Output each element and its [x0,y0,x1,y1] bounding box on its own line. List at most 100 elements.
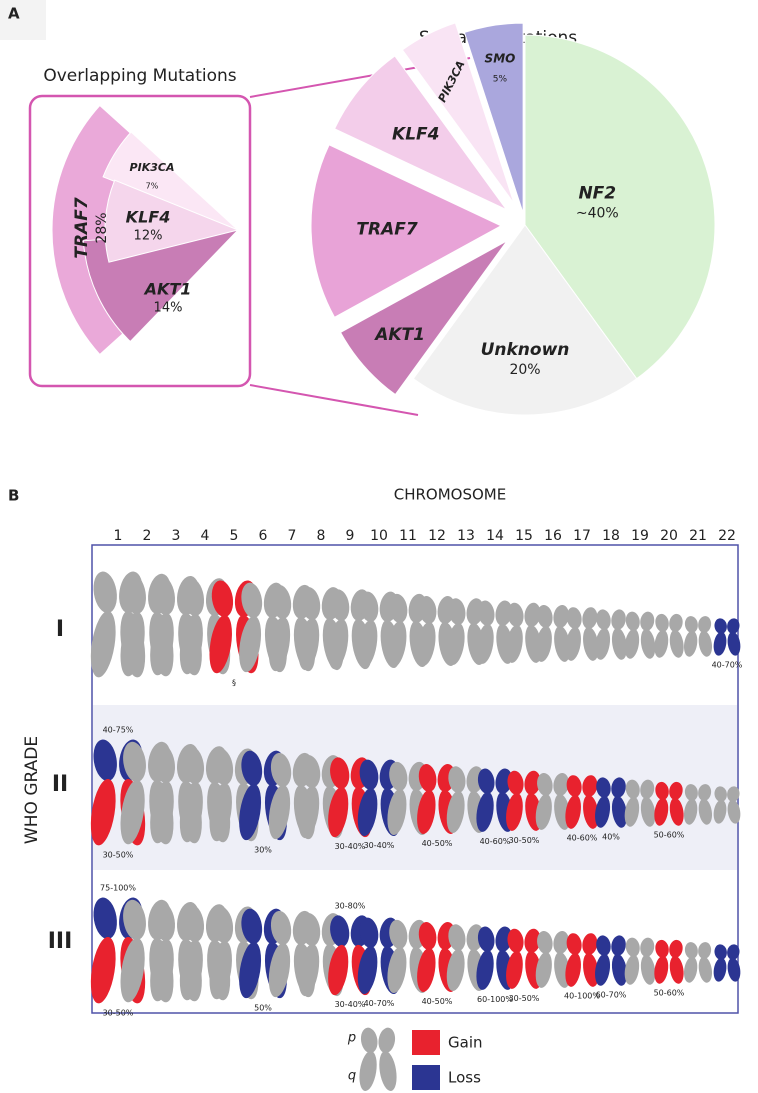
chromatid [270,752,292,787]
chromosome-number: 7 [288,528,297,544]
chromosome-number: 8 [317,528,326,544]
pie-slice [401,22,515,204]
chromatid [537,604,553,628]
chromatid [714,944,727,960]
chromatid [152,575,176,616]
chromatid [448,598,466,625]
chromatid [684,616,698,633]
chromatid [506,792,523,831]
chromatid [714,786,727,802]
category-label: AKT1 [143,280,192,299]
chromatid [654,797,669,826]
chromosome-number: 11 [399,528,417,544]
chromatid [669,781,683,800]
chromatid [93,571,117,614]
chromatid [239,941,262,999]
chromatid [506,950,523,989]
chromatid [654,955,669,984]
chromatid [624,628,640,659]
chromatid [389,919,408,949]
value-label: 12% [134,229,163,244]
slice-label: AKT1 [373,325,425,345]
chromatid [270,584,292,619]
chromatid [611,795,627,828]
zoom-line [249,384,419,416]
chromatid [239,783,262,841]
chromatid [477,600,495,626]
chromatid [611,609,626,630]
chromatid [120,611,145,677]
value-label: 7% [146,182,159,191]
panel-title: CHROMOSOME [394,486,506,504]
chromatid [209,614,232,674]
chromatid [566,775,582,797]
chromatid [446,790,465,833]
fan-slice [102,131,239,231]
chromatid [595,795,611,828]
chromatid [625,611,640,631]
chromatid [298,785,320,839]
chromatid [565,626,581,661]
chromosome-number: 14 [486,528,504,544]
chromatid [566,607,582,629]
chromatid [713,631,727,656]
chromatid [595,627,611,660]
chromatid [476,791,494,832]
legend-swatch [412,1030,440,1055]
value-label: ~40% [576,206,619,222]
pie: NF2~40%Unknown20%AKT1TRAF7KLF4PIK3CASMO5… [310,22,716,416]
chromatid [387,946,407,994]
chromatid [727,957,741,982]
change-label: 30-40% [364,841,395,850]
slice-label: SMO 5% [485,51,516,84]
chromatid [537,930,553,954]
chromatid [640,937,655,957]
chromatid [123,741,146,783]
legend-label: Gain [448,1034,483,1052]
change-label: 30-40% [335,1000,366,1009]
chromatid [90,936,116,1004]
chromatid [625,937,640,957]
chromatid [684,942,698,959]
chromosome-number: 13 [457,528,475,544]
chromatid [640,611,655,631]
chromatid [655,613,669,632]
chromatid [387,788,407,836]
category-label: Unknown [481,340,570,360]
chromatid [524,602,541,627]
chromatid [669,629,684,658]
slice-label: Unknown 20% [481,340,570,378]
chromatid [596,777,611,798]
chromatid [357,619,378,669]
chromatid [535,951,552,988]
chromatid [524,928,541,953]
chromatid [300,913,321,946]
chromatid [495,926,513,952]
chromatid [152,901,176,942]
chromatid [477,768,495,794]
chromatid [669,955,684,984]
chromatid [506,624,523,663]
chromatid [182,578,205,617]
chromatid [179,613,203,675]
change-label: 30-40% [335,842,366,851]
chromatid [565,952,581,987]
chromatid [714,618,727,634]
chromatid [698,942,712,959]
chromatid [359,917,379,948]
panel-label-box [0,0,46,40]
chromatid [625,779,640,799]
category-label: KLF4 [392,125,439,145]
chromatid [268,942,291,998]
chromatid [683,798,698,825]
chromosome-number: 3 [172,528,181,544]
category-label: AKT1 [373,325,425,345]
grade-label: II [52,772,68,797]
change-label: 40-50% [422,997,453,1006]
chromatid [669,939,683,958]
chromatid [553,930,569,954]
chromatid [448,924,466,951]
chromatid [698,956,713,983]
change-label: 50% [254,1003,272,1012]
chromatid [357,945,378,995]
